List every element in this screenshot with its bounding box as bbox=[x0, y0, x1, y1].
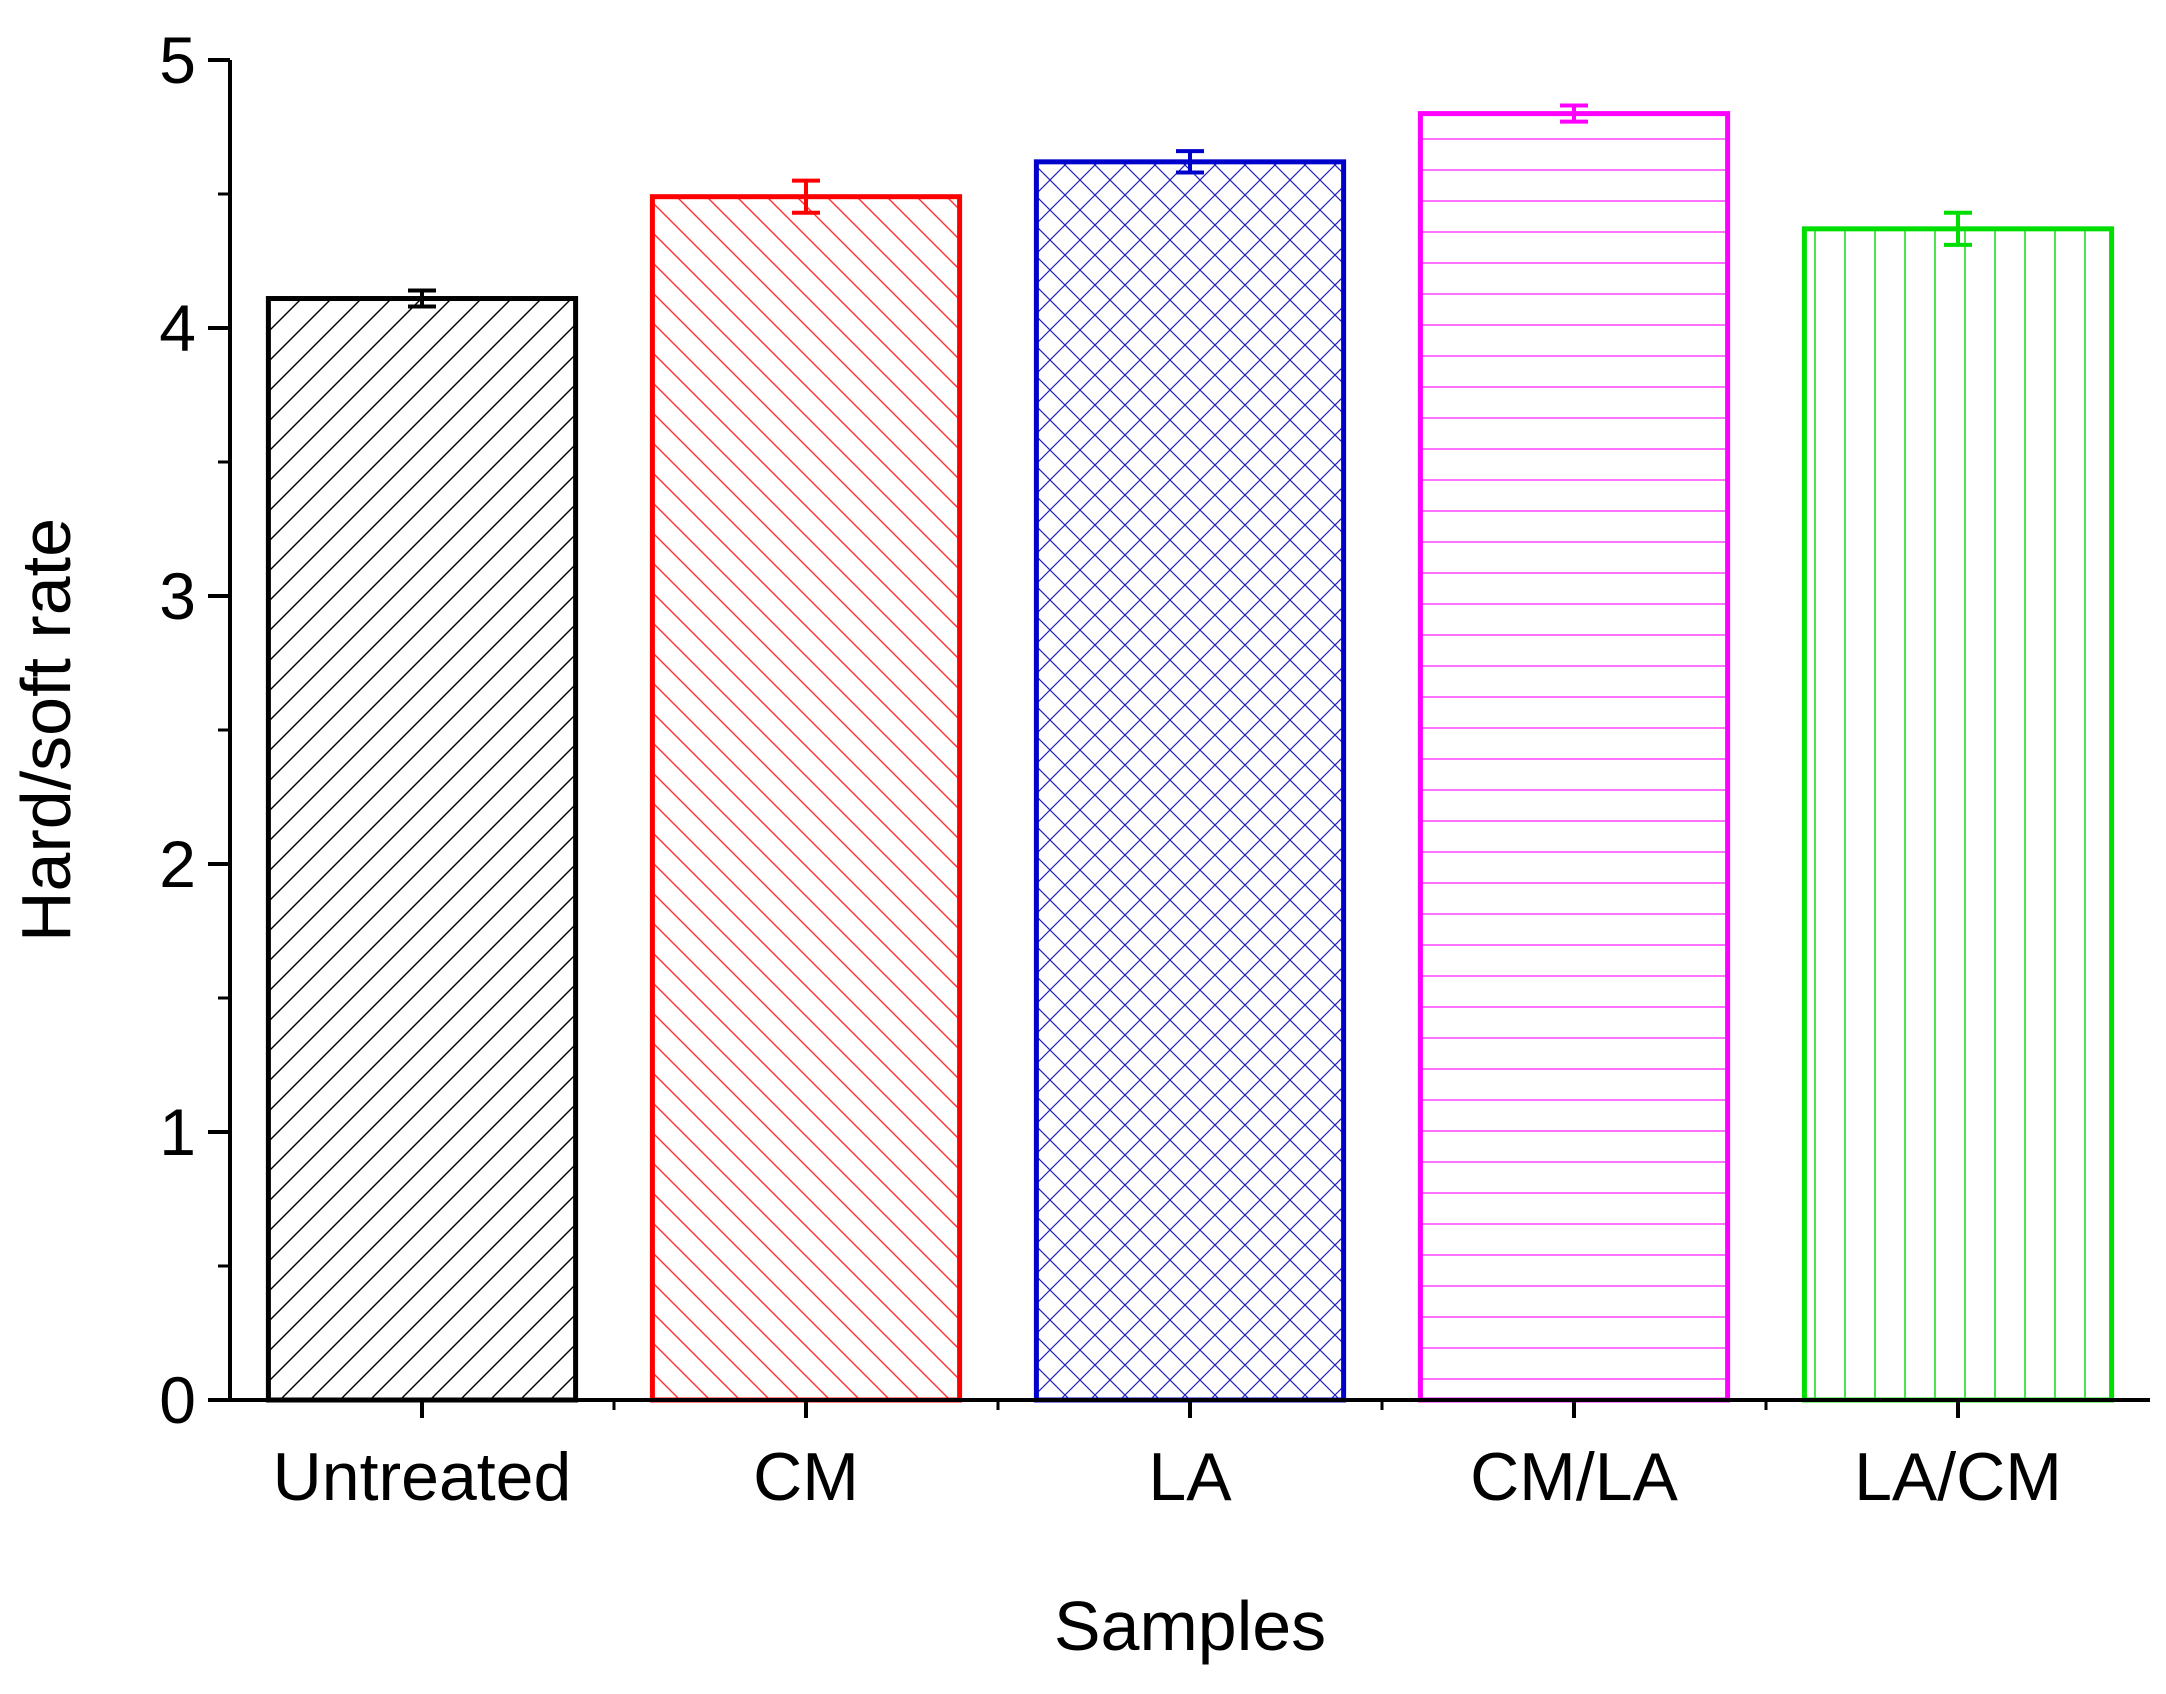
y-tick-label: 0 bbox=[159, 1363, 196, 1437]
y-tick-label: 5 bbox=[159, 23, 196, 97]
y-tick-label: 4 bbox=[159, 291, 196, 365]
bar-cm bbox=[649, 194, 963, 1403]
y-tick-label: 2 bbox=[159, 827, 196, 901]
y-tick-label: 3 bbox=[159, 559, 196, 633]
x-tick-label-untreated: Untreated bbox=[273, 1439, 572, 1515]
x-tick-label-la: LA bbox=[1148, 1439, 1232, 1515]
error-bars-layer bbox=[408, 103, 1972, 309]
error-bar-cm-la bbox=[1560, 103, 1588, 124]
bar-cm-la bbox=[1417, 111, 1731, 1403]
bars-layer bbox=[265, 111, 2115, 1403]
error-bar-la-cm bbox=[1944, 210, 1972, 247]
axes-layer bbox=[208, 58, 2150, 1418]
error-bar-cm bbox=[792, 178, 820, 215]
bar-untreated bbox=[265, 296, 579, 1403]
error-bar-untreated bbox=[408, 288, 436, 309]
y-tick-label: 1 bbox=[159, 1095, 196, 1169]
labels-layer: Untreated CM LA CM/LA LA/CM 0 1 2 3 4 5 Samples Hard… bbox=[7, 23, 2062, 1665]
x-tick-label-la-cm: LA/CM bbox=[1854, 1439, 2062, 1515]
error-bar-la bbox=[1176, 149, 1204, 175]
x-axis-title: Samples bbox=[1054, 1587, 1326, 1665]
x-tick-label-cm-la: CM/LA bbox=[1470, 1439, 1678, 1515]
bar-la bbox=[1033, 159, 1347, 1403]
x-tick-label-cm: CM bbox=[753, 1439, 859, 1515]
bar-la-cm bbox=[1801, 226, 2115, 1403]
y-axis-title: Hard/soft rate bbox=[7, 518, 85, 942]
